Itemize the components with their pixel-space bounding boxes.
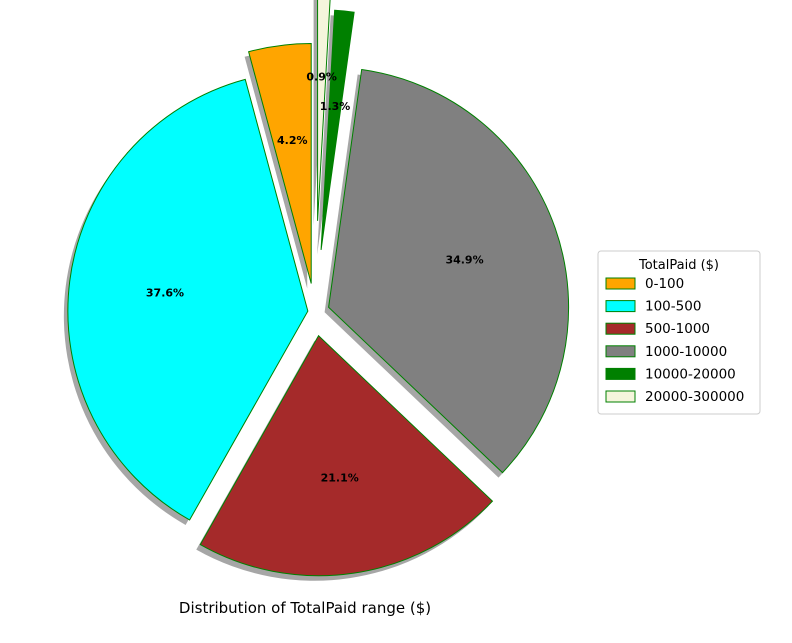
slice-1000-10000 [328, 68, 570, 474]
legend-swatch-10000-20000 [605, 367, 636, 380]
slice-10000-20000 [320, 9, 355, 250]
pct-label-0-100: 4.2% [277, 134, 308, 147]
legend-label-1000-10000: 1000-10000 [645, 344, 727, 360]
legend-title: TotalPaid ($) [638, 258, 719, 273]
pct-label-10000-20000: 1.3% [320, 100, 351, 113]
slice-20000-300000 [317, 0, 331, 221]
legend-label-100-500: 100-500 [645, 299, 701, 315]
legend-swatch-0-100 [605, 277, 636, 290]
legend-label-500-1000: 500-1000 [645, 321, 710, 337]
legend-items: 0-100 100-500 500-1000 1000-10000 10000-2000… [605, 276, 744, 405]
slices [67, 0, 570, 577]
legend-frame [597, 250, 761, 415]
pct-label-20000-300000: 0.9% [306, 70, 337, 83]
percent-labels: 4.2% 37.6% 21.1% 34.9% 1.3% 0.9% [146, 70, 484, 484]
pct-label-500-1000: 21.1% [321, 472, 359, 485]
legend-swatch-500-1000 [605, 322, 636, 335]
pct-label-1000-10000: 34.9% [445, 253, 483, 266]
legend-label-10000-20000: 10000-20000 [645, 366, 736, 382]
legend-label-20000-300000: 20000-300000 [645, 389, 744, 405]
slice-0-100 [247, 42, 312, 284]
legend-swatch-1000-10000 [605, 345, 636, 358]
legend-swatch-20000-300000 [605, 390, 636, 403]
chart-title: Distribution of TotalPaid range ($) [179, 599, 431, 617]
slice-100-500 [67, 78, 309, 521]
legend: TotalPaid ($) 0-100 100-500 500-1000 1000-1… [597, 250, 761, 415]
legend-label-0-100: 0-100 [645, 276, 684, 292]
legend-swatch-100-500 [605, 300, 636, 313]
pct-label-100-500: 37.6% [146, 287, 184, 300]
slice-500-1000 [199, 334, 494, 577]
